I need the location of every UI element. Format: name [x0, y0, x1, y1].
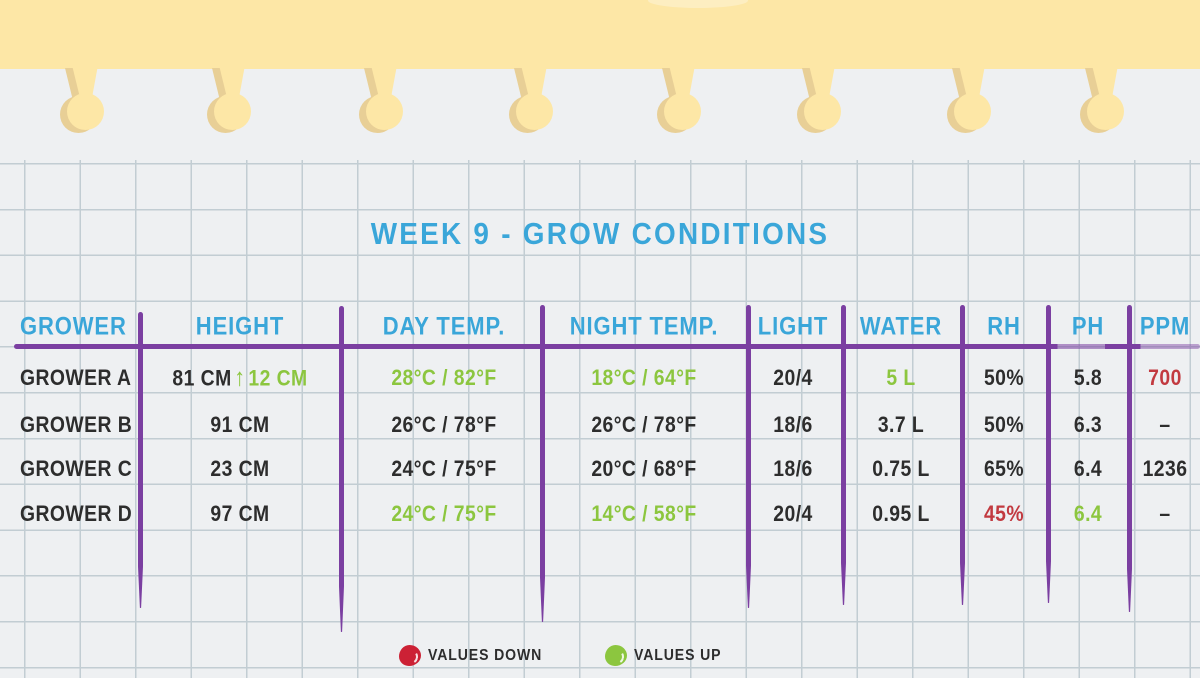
light-cell: 18/6: [773, 456, 813, 481]
header-light: LIGHT: [757, 312, 829, 341]
water-cell: 5 L: [886, 365, 916, 390]
height-cell: 91 CM: [210, 412, 270, 437]
ph-cell: 5.8: [1073, 365, 1103, 390]
header-night-temp: NIGHT TEMP.: [569, 312, 719, 341]
night-temp-cell: 18°C / 64°F: [591, 365, 697, 390]
ph-cell: 6.4: [1073, 501, 1103, 526]
rh-cell: 45%: [983, 501, 1025, 526]
height-cell: 81 CM ↑ 12 CM: [172, 364, 307, 393]
column-divider: [960, 305, 965, 605]
header-height: HEIGHT: [195, 312, 285, 341]
rh-cell: 50%: [983, 412, 1025, 437]
grower-cell: GROWER A: [20, 365, 132, 390]
ppm-cell: –: [1159, 501, 1171, 526]
ph-cell: 6.3: [1073, 412, 1103, 437]
day-temp-cell: 24°C / 75°F: [391, 501, 497, 526]
water-cell: 0.75 L: [872, 456, 930, 481]
height-delta: 12 CM: [248, 365, 308, 391]
header-ppm: PPM: [1139, 312, 1191, 341]
grower-cell: GROWER C: [20, 456, 133, 481]
column-divider: [1127, 305, 1132, 612]
water-cell: 0.95 L: [872, 501, 930, 526]
rh-cell: 65%: [983, 456, 1025, 481]
column-divider: [138, 312, 143, 608]
water-cell: 3.7 L: [877, 412, 925, 437]
light-cell: 20/4: [773, 501, 813, 526]
light-cell: 18/6: [773, 412, 813, 437]
height-cell: 23 CM: [210, 456, 270, 481]
up-arrow-icon: ↑: [234, 363, 246, 392]
legend-values-up: VALUES UP: [634, 647, 722, 664]
table-header-underline: [14, 344, 1200, 349]
column-divider: [746, 305, 751, 608]
header-water: WATER: [859, 312, 943, 341]
header-grower: GROWER: [20, 312, 127, 341]
day-temp-cell: 24°C / 75°F: [391, 456, 497, 481]
rh-cell: 50%: [983, 365, 1025, 390]
ppm-cell: 700: [1148, 365, 1182, 390]
grower-cell: GROWER B: [20, 412, 133, 437]
page-title: WEEK 9 - GROW CONDITIONS: [370, 216, 830, 251]
night-temp-cell: 26°C / 78°F: [591, 412, 697, 437]
header-day-temp: DAY TEMP.: [382, 312, 506, 341]
column-divider: [1046, 305, 1051, 603]
ppm-cell: 1236: [1142, 456, 1188, 481]
height-value: 81 CM: [172, 365, 232, 391]
paper-notch: [648, 0, 748, 8]
day-temp-cell: 26°C / 78°F: [391, 412, 497, 437]
light-cell: 20/4: [773, 365, 813, 390]
legend-values-down: VALUES DOWN: [428, 647, 543, 664]
night-temp-cell: 20°C / 68°F: [591, 456, 697, 481]
day-temp-cell: 28°C / 82°F: [391, 365, 497, 390]
column-divider: [540, 305, 545, 622]
values-down-icon: [399, 645, 421, 666]
ppm-cell: –: [1159, 412, 1171, 437]
header-ph: PH: [1071, 312, 1105, 341]
column-divider: [841, 305, 846, 605]
night-temp-cell: 14°C / 58°F: [591, 501, 697, 526]
graph-paper: [0, 160, 1200, 678]
header-rh: RH: [987, 312, 1021, 341]
height-cell: 97 CM: [210, 501, 270, 526]
torn-paper-edge: [0, 0, 1200, 69]
ph-cell: 6.4: [1073, 456, 1103, 481]
values-up-icon: [605, 645, 627, 666]
grower-cell: GROWER D: [20, 501, 133, 526]
column-divider: [339, 306, 344, 632]
